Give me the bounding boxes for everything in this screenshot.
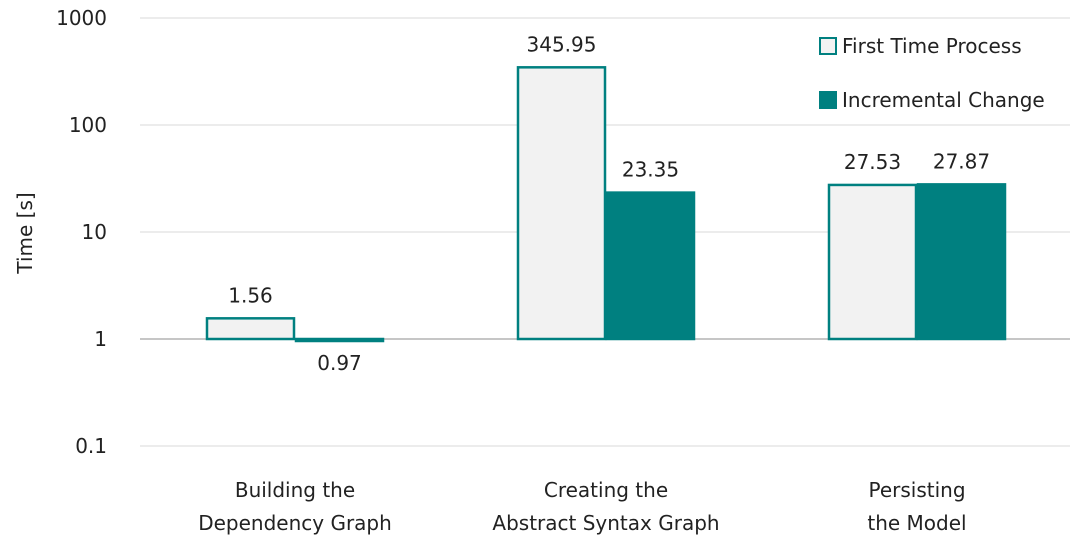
legend-label: Incremental Change [842,88,1045,112]
bar-first-time [205,317,296,341]
bar-incremental [916,183,1007,341]
legend-background [808,22,1080,124]
legend-swatch [819,91,837,109]
data-label: 27.53 [844,150,901,174]
data-label: 1.56 [228,283,273,307]
y-tick-label: 100 [69,113,107,137]
x-category-label: Building the [235,478,355,502]
bar-first-time [516,66,607,341]
x-axis-labels: Building the Dependency Graph Creating the… [198,478,966,535]
legend: First Time Process Incremental Change [808,22,1080,124]
y-tick-label: 0.1 [75,434,107,458]
bar-first-time [827,183,918,341]
data-label: 345.95 [527,32,597,56]
x-category-label: Dependency Graph [198,511,392,535]
y-tick-label: 1000 [56,6,107,30]
x-category-label: Abstract Syntax Graph [492,511,719,535]
y-axis-title: Time [s] [13,192,37,274]
y-axis-ticks: 0.1 1 10 100 1000 [56,6,107,458]
bars [205,66,1007,343]
data-label: 0.97 [317,351,362,375]
legend-swatch [819,37,837,55]
x-category-label: Persisting [868,478,965,502]
y-tick-label: 1 [94,327,107,351]
data-labels: 1.56 0.97 345.95 23.35 27.53 27.87 [228,32,990,375]
bar-incremental [605,191,696,341]
y-tick-label: 10 [82,220,107,244]
data-label: 23.35 [622,158,679,182]
x-category-label: the Model [867,511,966,535]
legend-label: First Time Process [842,34,1022,58]
x-category-label: Creating the [544,478,668,502]
bar-incremental [294,337,385,343]
data-label: 27.87 [933,149,990,173]
